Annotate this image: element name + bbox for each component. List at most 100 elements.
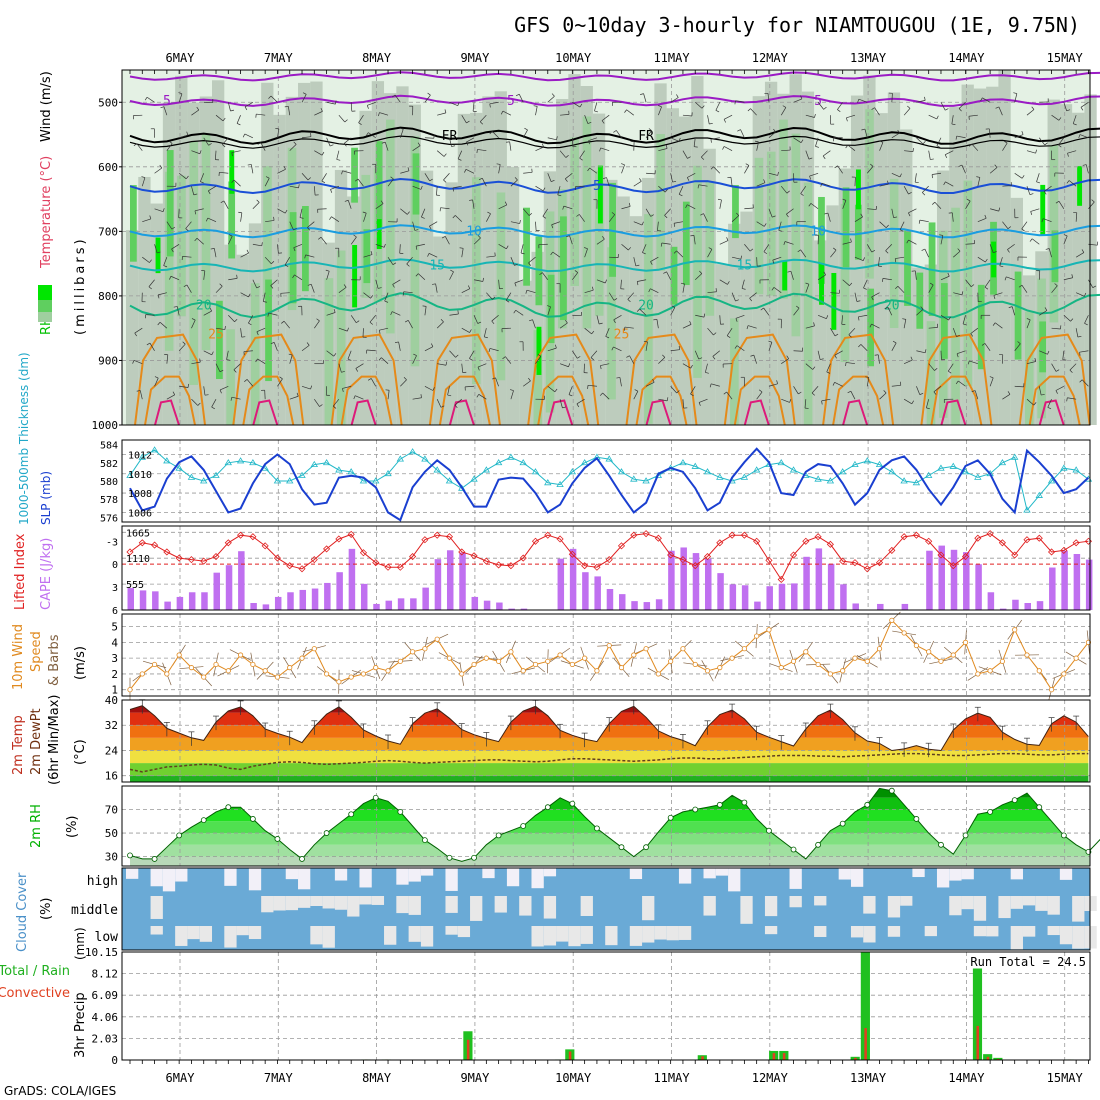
- thick-tick-584: 584: [100, 441, 118, 452]
- contour-30-0: [154, 399, 180, 426]
- contour-label-w5b-2: 5: [814, 94, 822, 109]
- cape-bar: [926, 550, 933, 610]
- slp-tick-1012: 1012: [128, 450, 152, 461]
- rh2m-point: [815, 841, 821, 848]
- precip-conv-bar: [466, 1039, 470, 1060]
- rh2m-point: [987, 808, 994, 815]
- rh2m-point: [397, 808, 404, 815]
- li-point: [703, 552, 712, 561]
- cape-bar: [201, 592, 208, 610]
- cape-tick-1110: 1110: [126, 554, 150, 565]
- li-point: [396, 563, 404, 571]
- cape-bar: [1024, 603, 1031, 610]
- cape-bar: [311, 588, 319, 610]
- li-point: [224, 539, 232, 547]
- thickness-point: [445, 477, 454, 484]
- cape-bar: [324, 582, 331, 610]
- cape-bar: [754, 601, 761, 610]
- wind10-point: [692, 661, 698, 668]
- temp2m-tick-32: 32: [105, 719, 118, 732]
- wind10-point: [397, 658, 403, 664]
- thickness-point: [347, 468, 355, 475]
- thickness-point: [740, 473, 749, 480]
- thickness-point: [691, 462, 699, 469]
- contour-label-t15-0: 15: [429, 259, 445, 274]
- rh2m-point: [888, 787, 895, 794]
- wind10-point: [582, 655, 588, 661]
- wind10-tick-4: 4: [111, 636, 118, 649]
- rh2m-point: [618, 844, 625, 851]
- thickness-point: [875, 460, 884, 468]
- contour-30o-6: [733, 375, 786, 426]
- li-point: [1047, 548, 1056, 556]
- cape-bar: [483, 600, 491, 610]
- date-top-1: 7MAY: [264, 51, 294, 65]
- cloud-level-high: high: [87, 874, 118, 889]
- rh2m-point: [864, 801, 871, 808]
- contour-30-6: [743, 399, 770, 426]
- li-point: [212, 552, 220, 561]
- rh2m-point: [471, 854, 477, 861]
- rh2m-point: [716, 801, 723, 808]
- thickness-point: [396, 455, 405, 462]
- upper-frame: [121, 69, 1091, 426]
- cape-bar: [901, 603, 909, 610]
- rh2m-point: [495, 832, 502, 839]
- contour-label-w5b-1: 5: [507, 94, 515, 109]
- li-point: [175, 554, 183, 562]
- li-point: [1035, 534, 1043, 542]
- rh2m-point: [200, 817, 207, 824]
- thickness-point: [568, 468, 577, 475]
- li-point: [556, 535, 564, 543]
- date-bottom-4: 10MAY: [555, 1071, 592, 1085]
- thickness-point: [150, 446, 159, 453]
- li-point: [384, 563, 392, 571]
- li-point: [151, 541, 159, 549]
- temp2m-tick-16: 16: [105, 770, 118, 783]
- li-point: [237, 531, 245, 539]
- cape-bar: [999, 608, 1007, 610]
- li-point: [359, 549, 368, 557]
- rh2m-point: [520, 823, 527, 829]
- precip-tick-10.15: 10.15: [85, 946, 118, 959]
- rh2m-point: [938, 841, 944, 848]
- contour-label-fr-0: FR: [442, 129, 458, 144]
- wind10-point: [201, 674, 207, 680]
- thickness-point: [961, 468, 970, 475]
- temp2m-units: (°C): [73, 739, 88, 765]
- rh2m-tick-50: 50: [105, 827, 118, 840]
- li-point: [163, 548, 171, 556]
- wind10-point: [483, 655, 489, 661]
- cape-bar: [262, 604, 270, 610]
- rh2m-point: [249, 816, 256, 822]
- contour-30-7: [842, 399, 869, 426]
- cape-bar: [705, 558, 712, 610]
- rh2m-point: [151, 856, 158, 862]
- wind10-point: [668, 658, 674, 664]
- cape-bar: [1061, 550, 1068, 610]
- contour-label-t15-1: 15: [737, 259, 753, 274]
- thickness-point: [1072, 466, 1080, 473]
- cape-bar: [459, 552, 466, 610]
- cape-label: CAPE (J/kg): [39, 538, 54, 610]
- wind10-label-c: & Barbs: [47, 634, 62, 686]
- wind10-point: [410, 649, 416, 655]
- date-bottom-9: 15MAY: [1047, 1071, 1084, 1085]
- cape-bar: [152, 591, 159, 610]
- thickness-point: [298, 471, 306, 478]
- thickness-point: [556, 480, 564, 488]
- wind10-point: [446, 655, 453, 661]
- wind10-point: [557, 652, 563, 658]
- slp-line: [129, 447, 1090, 522]
- thickness-point: [912, 479, 921, 486]
- wind10-point: [631, 652, 637, 658]
- cape-bar: [766, 586, 773, 610]
- contour-25-2: [330, 333, 403, 426]
- rh2m-point: [446, 854, 453, 861]
- wind10-point: [471, 661, 477, 668]
- cape-bar: [655, 599, 663, 610]
- rh2m-units: (%): [65, 816, 80, 839]
- cape-bar: [963, 552, 970, 610]
